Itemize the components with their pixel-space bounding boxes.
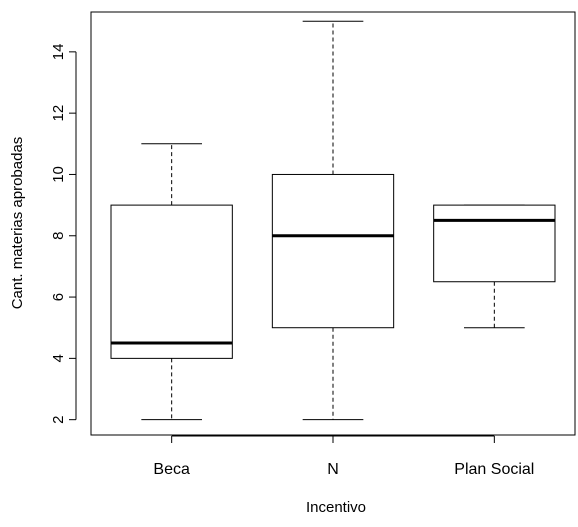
iqr-box: [433, 204, 556, 283]
box-plan-social: [433, 204, 556, 329]
box-n: [271, 20, 395, 421]
boxes-group: [110, 20, 556, 421]
y-tick-label: 2: [50, 416, 67, 424]
x-tick-label: Beca: [153, 461, 190, 478]
y-tick-label: 4: [50, 354, 67, 362]
x-axis: Beca N Plan Social: [153, 435, 534, 478]
y-tick-label: 8: [50, 232, 67, 240]
x-tick-label: Plan Social: [454, 461, 534, 478]
iqr-box: [110, 204, 233, 359]
x-tick-label: N: [327, 461, 339, 478]
y-tick-label: 12: [50, 105, 67, 122]
plot-frame: [90, 11, 576, 436]
x-axis-title: Incentivo: [306, 499, 366, 516]
y-tick-label: 10: [50, 166, 67, 183]
iqr-box: [271, 173, 395, 329]
box-beca: [110, 143, 233, 421]
y-tick-label: 14: [50, 44, 67, 61]
y-tick-label: 6: [50, 293, 67, 301]
y-axis-title: Cant. materias aprobadas: [9, 137, 26, 310]
y-axis: 2 4 6 8 10 12 14: [50, 44, 77, 424]
